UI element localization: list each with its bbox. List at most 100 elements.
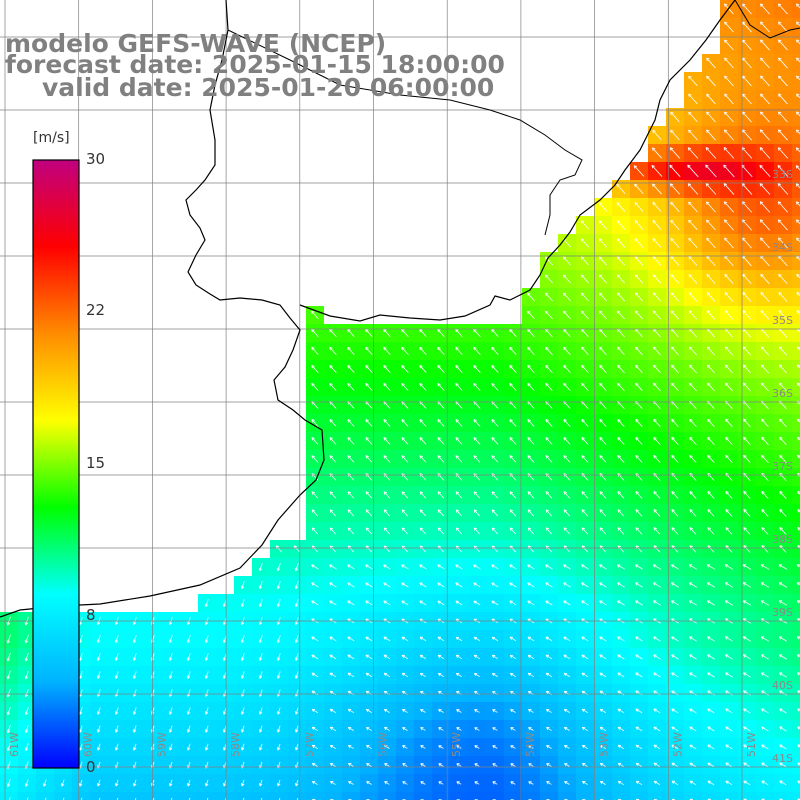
wind-arrow [419,545,427,553]
wind-arrow [652,310,661,320]
wind-arrow [724,111,734,123]
wind-arrow [296,797,299,800]
wind-arrow [795,129,800,135]
wind-arrow [779,490,787,499]
wind-arrow [653,382,661,392]
wind-arrow [760,75,770,87]
wind-arrow [671,600,679,606]
wind-arrow [114,743,119,751]
wind-arrow [241,743,245,751]
wind-arrow [652,129,662,141]
wind-arrow [186,671,191,679]
wind-arrow [455,545,463,553]
wind-arrow [240,707,245,715]
wind-arrow [365,600,373,606]
wind-arrow [545,310,553,320]
wind-arrow [653,527,661,535]
wind-arrow [743,454,751,464]
wind-arrow [707,708,715,714]
wind-arrow [365,437,373,445]
wind-arrow [725,418,733,428]
wind-arrow [491,672,498,677]
wind-arrow [276,707,281,715]
coastline-argentina [0,0,325,618]
wind-arrow [455,564,463,570]
wind-arrow [438,709,444,713]
wind-arrow [743,690,751,696]
wind-arrow [24,634,29,644]
wind-arrow [276,653,281,661]
wind-arrow [707,436,715,446]
wind-arrow [707,672,715,678]
wind-arrow [186,707,191,715]
wind-arrow [545,419,553,427]
wind-arrow [168,635,173,643]
wind-arrow [653,636,661,642]
wind-arrow [653,726,661,732]
wind-arrow [276,635,281,643]
wind-arrow [329,654,337,660]
wind-arrow [527,527,535,535]
wind-arrow [725,672,733,678]
lat-label: 40S [772,679,793,692]
wind-arrow [401,437,409,445]
wind-arrow [383,509,391,517]
wind-arrow [759,219,771,231]
wind-arrow [598,238,608,248]
wind-arrow [795,3,800,9]
wind-arrow [796,57,800,63]
wind-arrow [419,455,427,463]
wind-arrow [725,491,733,499]
wind-arrow [510,709,516,713]
wind-arrow [743,509,751,517]
wind-arrow [258,653,263,661]
wind-arrow [705,183,717,195]
wind-arrow [582,763,588,767]
wind-arrow [347,328,355,338]
wind-arrow [635,636,643,642]
wind-arrow [688,111,698,123]
wind-arrow [365,509,373,517]
wind-arrow [743,418,751,428]
wind-arrow [688,582,697,588]
wind-arrow [742,93,752,105]
wind-arrow [653,509,661,517]
lat-label: 39S [772,606,793,619]
wind-arrow [761,708,769,714]
wind-arrow [455,437,463,445]
wind-arrow [706,75,716,87]
wind-arrow [599,726,607,732]
wind-arrow [80,797,83,800]
wind-arrow [652,201,662,212]
wind-arrow [725,654,733,660]
wind-arrow [546,781,552,785]
wind-arrow [779,762,787,768]
wind-arrow [795,147,800,153]
wind-arrow [634,292,644,302]
wind-arrow [778,39,788,51]
wind-arrow [204,671,209,679]
wind-arrow [473,600,481,606]
wind-arrow [581,491,589,499]
wind-arrow [294,599,299,608]
wind-arrow [241,779,245,787]
wind-arrow [420,709,426,713]
wind-arrow [473,328,481,338]
wind-arrow [599,780,606,785]
wind-arrow [206,797,209,800]
wind-arrow [563,582,571,588]
wind-arrow [760,273,770,285]
wind-arrow [294,581,299,590]
wind-arrow [706,237,716,249]
wind-arrow [796,564,800,568]
wind-arrow [329,437,337,445]
wind-arrow [311,654,319,660]
wind-arrow [295,779,299,787]
wind-arrow [581,744,588,749]
wind-arrow [743,490,751,499]
wind-arrow [527,564,535,570]
wind-arrow [509,600,517,606]
wind-arrow [383,564,391,570]
wind-arrow [724,310,734,320]
wind-arrow [329,600,337,606]
